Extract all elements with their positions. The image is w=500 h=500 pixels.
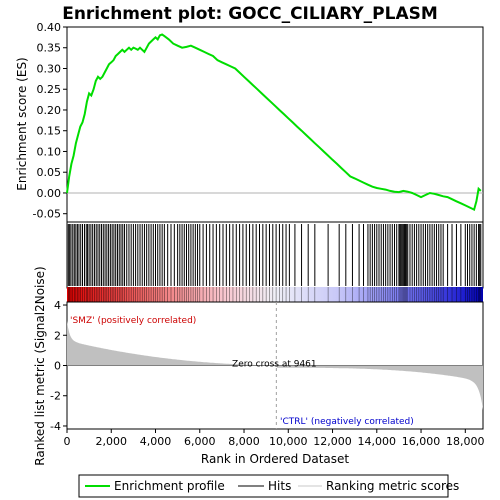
es-y-tick-label: 0.15 <box>37 125 62 138</box>
legend-hits-label: Hits <box>268 479 291 493</box>
es-y-axis: -0.05 0.00 0.05 0.10 0.15 0.20 0.25 0.30 0.35 0.4… <box>33 21 67 221</box>
x-tick-label: 10,000 <box>269 435 308 448</box>
x-axis: 0 2,000 4,000 6,000 8,000 10,000 12,000 14,000 1… <box>64 429 485 448</box>
hits-panel <box>66 221 484 289</box>
metric-y-tick-label: -4 <box>50 420 61 433</box>
x-tick-label: 12,000 <box>313 435 352 448</box>
metric-y-axis: -4 -2 0 2 4 <box>50 299 67 433</box>
x-tick-label: 18,000 <box>446 435 485 448</box>
es-panel <box>66 26 484 223</box>
rank-color-bar <box>67 287 483 302</box>
x-tick-label: 6,000 <box>184 435 216 448</box>
es-y-tick-label: 0.30 <box>37 62 62 75</box>
x-tick-label: 0 <box>64 435 71 448</box>
hit-marks <box>67 224 482 286</box>
x-tick-label: 4,000 <box>140 435 172 448</box>
chart-title: Enrichment plot: GOCC_CILIARY_PLASM <box>62 4 438 24</box>
es-y-tick-label: 0.20 <box>37 104 62 117</box>
x-tick-label: 2,000 <box>96 435 128 448</box>
metric-y-tick-label: 4 <box>54 299 61 312</box>
enrichment-profile-line <box>66 33 482 212</box>
legend-profile-label: Enrichment profile <box>114 479 225 493</box>
metric-y-tick-label: 2 <box>54 329 61 342</box>
positive-label: 'SMZ' (positively correlated) <box>70 316 196 326</box>
x-axis-label: Rank in Ordered Dataset <box>201 452 349 466</box>
metric-y-tick-label: -2 <box>50 390 61 403</box>
es-y-tick-label: -0.05 <box>33 208 61 221</box>
x-tick-label: 14,000 <box>358 435 397 448</box>
x-tick-label: 8,000 <box>228 435 260 448</box>
es-y-tick-label: 0.05 <box>37 166 62 179</box>
zero-cross-label: Zero cross at 9461 <box>232 360 317 370</box>
negative-label: 'CTRL' (negatively correlated) <box>280 417 414 427</box>
es-y-tick-label: 0.25 <box>37 83 62 96</box>
es-y-label: Enrichment score (ES) <box>15 57 29 190</box>
metric-y-tick-label: 0 <box>54 360 61 373</box>
metric-y-label: Ranked list metric (Signal2Noise) <box>33 266 47 465</box>
legend-metric-label: Ranking metric scores <box>326 479 459 493</box>
color-bar-hits <box>68 287 482 302</box>
es-y-tick-label: 0.35 <box>37 42 62 55</box>
es-y-tick-label: 0.40 <box>37 21 62 34</box>
es-y-tick-label: 0.00 <box>37 187 62 200</box>
es-y-tick-label: 0.10 <box>37 145 62 158</box>
x-tick-label: 16,000 <box>402 435 441 448</box>
